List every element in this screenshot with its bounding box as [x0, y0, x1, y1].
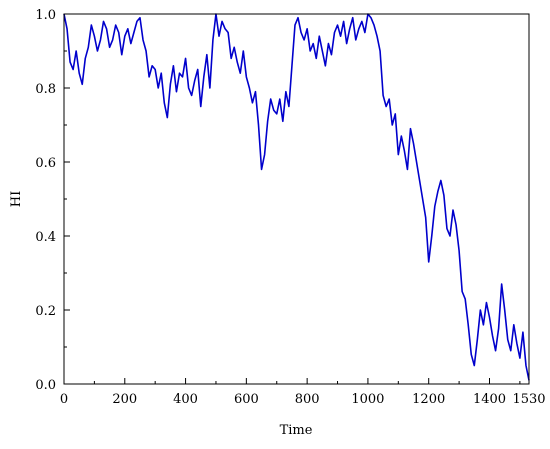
y-tick-label: 0.8 — [35, 82, 56, 97]
series-line-0 — [63, 13, 530, 381]
x-tick-label: 1530 — [512, 392, 545, 407]
y-tick-label: 0.2 — [35, 304, 56, 319]
y-axis-ticks: 0.0 0.2 0.4 0.6 0.8 1.0 — [35, 8, 70, 393]
x-axis-title: Time — [280, 423, 313, 438]
x-tick-label: 400 — [173, 392, 198, 407]
x-tick-label: 1000 — [351, 392, 384, 407]
line-layer — [63, 13, 530, 381]
x-tick-label: 200 — [112, 392, 137, 407]
x-tick-label: 600 — [234, 392, 259, 407]
plot-area — [64, 14, 529, 384]
x-tick-label: 0 — [60, 392, 68, 407]
y-tick-label: 1.0 — [35, 8, 56, 23]
y-tick-label: 0.4 — [35, 230, 56, 245]
x-tick-label: 1200 — [412, 392, 445, 407]
y-axis-title: HI — [9, 191, 24, 207]
x-tick-label: 800 — [295, 392, 320, 407]
x-axis-ticks: 0 200 400 600 800 1000 1200 1400 1530 — [60, 378, 546, 407]
x-tick-label: 1400 — [473, 392, 506, 407]
y-tick-label: 0.6 — [35, 156, 56, 171]
y-tick-label: 0.0 — [35, 378, 56, 393]
